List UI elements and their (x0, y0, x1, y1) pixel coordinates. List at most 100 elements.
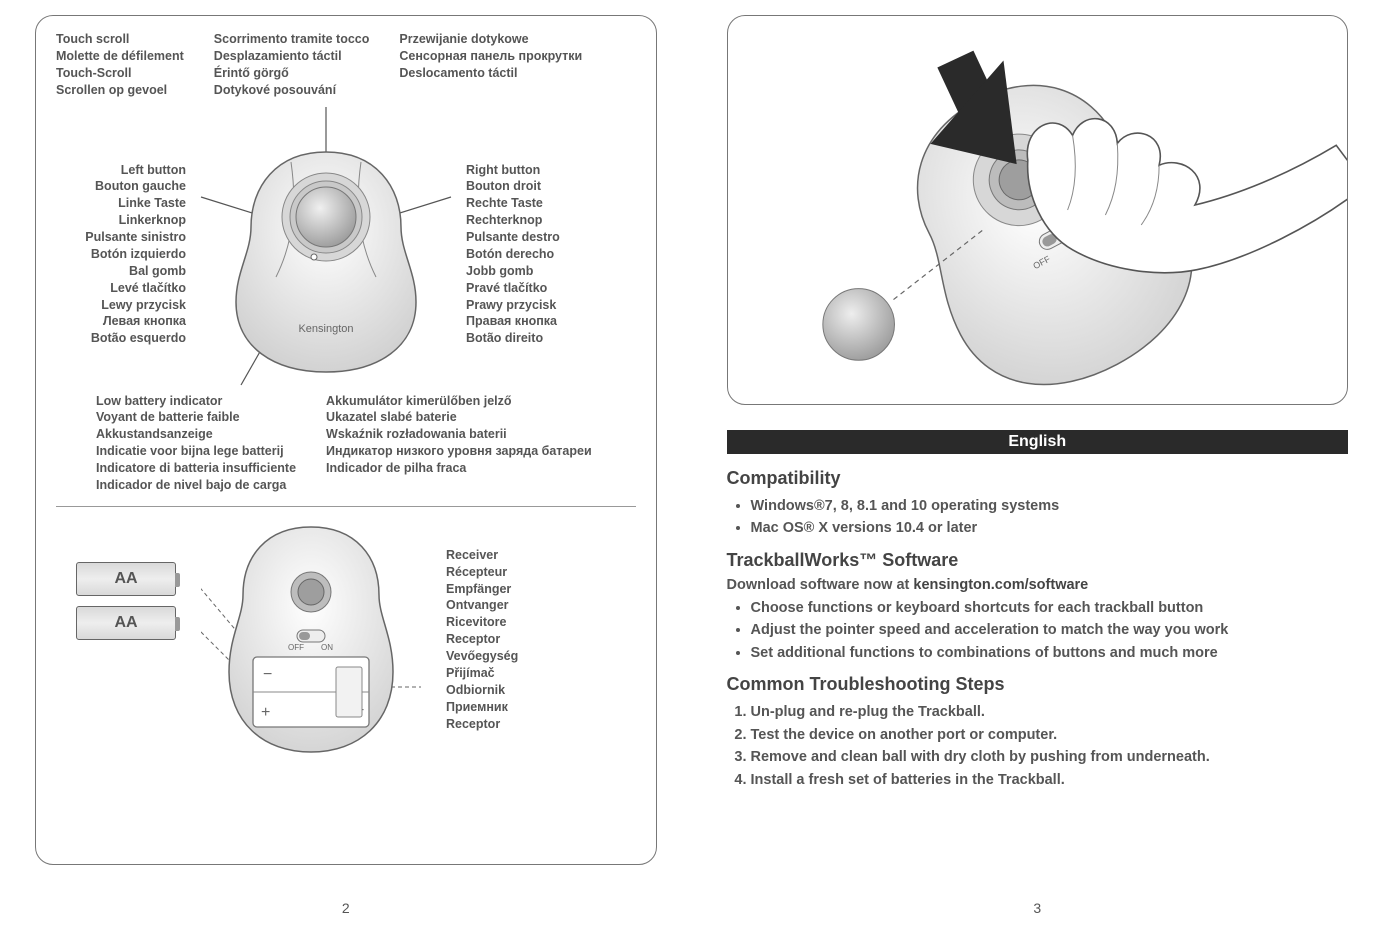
device-bottom-illustration: OFF ON − + + − (196, 517, 426, 767)
label: Pravé tlačítko (466, 280, 626, 297)
label: Przewijanie dotykowe (399, 31, 582, 48)
label: Pulsante sinistro (56, 229, 186, 246)
right-top-panel: OFF ON (727, 15, 1349, 405)
label: Botón derecho (466, 246, 626, 263)
batteries: AA AA (76, 562, 176, 640)
battery-label: AA (114, 614, 137, 632)
label: Desplazamiento táctil (214, 48, 370, 65)
label: Ontvanger (446, 597, 518, 614)
troubleshooting-list: Un-plug and re-plug the Trackball. Test … (727, 701, 1349, 791)
label: Indicador de nivel bajo de carga (96, 477, 296, 494)
low-batt-col2: Akkumulátor kimerülőben jelző Ukazatel s… (326, 393, 592, 494)
label: Receiver (446, 547, 518, 564)
label: Bal gomb (56, 263, 186, 280)
label: Receptor (446, 631, 518, 648)
page-number: 2 (342, 900, 350, 916)
label: Bouton gauche (56, 178, 186, 195)
device-bottom-row: AA AA (56, 517, 636, 767)
trackball-top-icon: Kensington (196, 107, 456, 387)
list-item: Windows®7, 8, 8.1 and 10 operating syste… (751, 495, 1349, 517)
label: Правая кнопка (466, 313, 626, 330)
list-item: Install a fresh set of batteries in the … (751, 769, 1349, 791)
left-button-labels: Left button Bouton gauche Linke Taste Li… (56, 107, 186, 348)
compatibility-list: Windows®7, 8, 8.1 and 10 operating syste… (727, 495, 1349, 540)
label: Deslocamento táctil (399, 65, 582, 82)
label: Ukazatel slabé baterie (326, 409, 592, 426)
device-top-row: Left button Bouton gauche Linke Taste Li… (56, 107, 636, 387)
device-top-illustration: Kensington (186, 107, 466, 387)
list-item: Test the device on another port or compu… (751, 724, 1349, 746)
label: Indicador de pilha fraca (326, 460, 592, 477)
right-button-labels: Right button Bouton droit Rechte Taste R… (466, 107, 626, 348)
label: Touch-Scroll (56, 65, 184, 82)
switch-off-label: OFF (288, 643, 304, 652)
label: Empfänger (446, 581, 518, 598)
label: Rechterknop (466, 212, 626, 229)
receiver-labels: Receiver Récepteur Empfänger Ontvanger R… (446, 517, 518, 733)
content: Compatibility Windows®7, 8, 8.1 and 10 o… (727, 468, 1349, 791)
touch-scroll-col1: Touch scroll Molette de défilement Touch… (56, 31, 184, 99)
label: Jobb gomb (466, 263, 626, 280)
troubleshooting-heading: Common Troubleshooting Steps (727, 674, 1349, 695)
touch-scroll-col3: Przewijanie dotykowe Сенсорная панель пр… (399, 31, 582, 99)
label: Akkustandsanzeige (96, 426, 296, 443)
label: Left button (56, 162, 186, 179)
label: Wskaźnik rozładowania baterii (326, 426, 592, 443)
low-battery-labels: Low battery indicator Voyant de batterie… (56, 393, 636, 494)
list-item: Set additional functions to combinations… (751, 642, 1349, 664)
page-number: 3 (1033, 900, 1041, 916)
label: Linkerknop (56, 212, 186, 229)
label: Bouton droit (466, 178, 626, 195)
label: Botão esquerdo (56, 330, 186, 347)
list-item: Remove and clean ball with dry cloth by … (751, 746, 1349, 768)
label: Přijímač (446, 665, 518, 682)
label: Lewy przycisk (56, 297, 186, 314)
page-right: OFF ON English Compatibility W (692, 0, 1383, 926)
label: Right button (466, 162, 626, 179)
label: Odbiornik (446, 682, 518, 699)
svg-text:+: + (261, 704, 270, 721)
label: Scorrimento tramite tocco (214, 31, 370, 48)
label: Индикатор низкого уровня заряда батареи (326, 443, 592, 460)
label: Molette de défilement (56, 48, 184, 65)
label: Low battery indicator (96, 393, 296, 410)
label: Botón izquierdo (56, 246, 186, 263)
divider (56, 506, 636, 507)
label: Indicatore di batteria insufficiente (96, 460, 296, 477)
software-heading: TrackballWorks™ Software (727, 550, 1349, 571)
list-item: Adjust the pointer speed and acceleratio… (751, 619, 1349, 641)
label: Dotykové posouvání (214, 82, 370, 99)
brand-text: Kensington (298, 323, 353, 335)
label: Rechte Taste (466, 195, 626, 212)
download-prefix: Download software now at (727, 577, 914, 593)
list-item: Un-plug and re-plug the Trackball. (751, 701, 1349, 723)
touch-scroll-col2: Scorrimento tramite tocco Desplazamiento… (214, 31, 370, 99)
download-link: kensington.com/software (913, 577, 1088, 593)
label: Indicatie voor bijna lege batterij (96, 443, 296, 460)
low-batt-col1: Low battery indicator Voyant de batterie… (96, 393, 296, 494)
label: Ricevitore (446, 614, 518, 631)
left-panel: Touch scroll Molette de défilement Touch… (35, 15, 657, 865)
touch-scroll-labels: Touch scroll Molette de défilement Touch… (56, 31, 636, 99)
label: Levé tlačítko (56, 280, 186, 297)
hand-icon (1027, 119, 1347, 273)
label: Récepteur (446, 564, 518, 581)
label: Voyant de batterie faible (96, 409, 296, 426)
label: Vevőegység (446, 648, 518, 665)
label: Touch scroll (56, 31, 184, 48)
label: Akkumulátor kimerülőben jelző (326, 393, 592, 410)
label: Pulsante destro (466, 229, 626, 246)
battery-aa-icon: AA (76, 562, 176, 596)
battery-label: AA (114, 570, 137, 588)
list-item: Mac OS® X versions 10.4 or later (751, 517, 1349, 539)
label: Érintő görgő (214, 65, 370, 82)
list-item: Choose functions or keyboard shortcuts f… (751, 597, 1349, 619)
download-line: Download software now at kensington.com/… (727, 577, 1349, 593)
page-left: Touch scroll Molette de défilement Touch… (0, 0, 692, 926)
language-bar: English (727, 430, 1349, 454)
label: Приемник (446, 699, 518, 716)
label: Левая кнопка (56, 313, 186, 330)
label: Botão direito (466, 330, 626, 347)
software-list: Choose functions or keyboard shortcuts f… (727, 597, 1349, 664)
label: Сенсорная панель прокрутки (399, 48, 582, 65)
